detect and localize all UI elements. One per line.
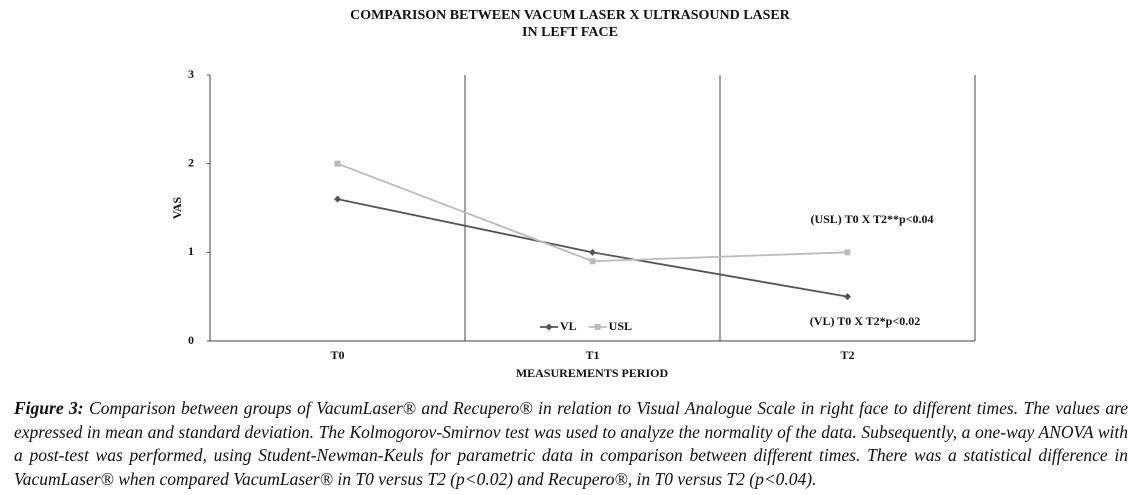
legend-label: USL [609,319,632,333]
x-tick-label: T2 [840,348,854,362]
annotation: (VL) T0 X T2*p<0.02 [810,314,920,328]
y-tick-label: 0 [188,333,194,347]
caption-label: Figure 3: [14,398,84,418]
x-axis-label: MEASUREMENTS PERIOD [516,366,669,380]
x-tick-label: T1 [585,348,599,362]
y-tick-label: 2 [188,155,194,169]
chart-title: COMPARISON BETWEEN VACUM LASER X ULTRASO… [350,8,791,23]
point [589,258,596,265]
x-tick-label: T0 [330,348,344,362]
legend-label: VL [560,319,577,333]
point [589,248,596,256]
series-line [337,198,848,298]
caption-text: Comparison between groups of VacumLaser®… [14,398,1128,489]
chart: COMPARISON BETWEEN VACUM LASER X ULTRASO… [170,8,976,380]
point [334,195,341,203]
y-tick-label: 3 [188,67,194,81]
series-line [337,162,848,263]
y-axis-label: VAS [170,196,184,219]
point [844,249,851,256]
y-tick-label: 1 [188,244,194,258]
annotation: (USL) T0 X T2**p<0.04 [810,212,933,226]
figure-caption: Figure 3: Comparison between groups of V… [14,397,1128,491]
point [594,324,601,330]
chart-title: IN LEFT FACE [522,25,618,40]
point [844,293,851,301]
point [334,160,341,167]
point [545,323,553,331]
